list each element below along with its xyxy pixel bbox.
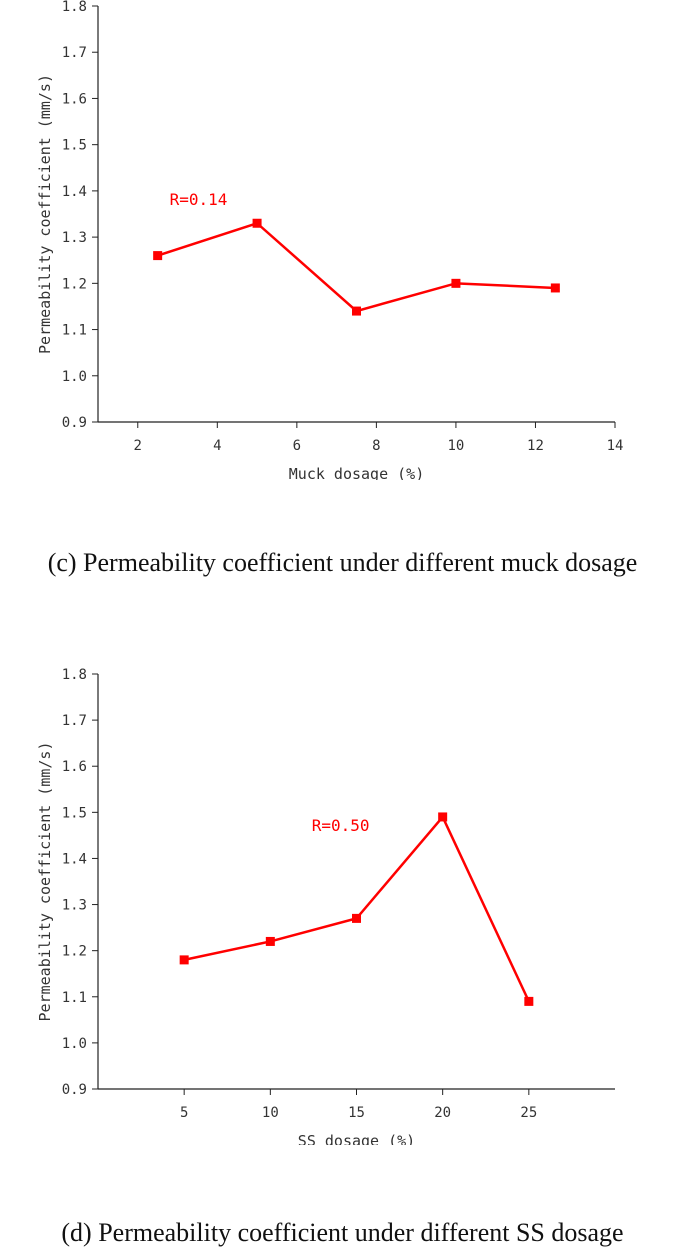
series-line: [183, 814, 530, 1002]
y-tick-label: 1.1: [62, 323, 87, 339]
x-tick-label: 5: [180, 1105, 188, 1121]
y-tick-label: 1.7: [62, 45, 87, 61]
y-tick-label: 0.9: [62, 415, 87, 431]
y-axis-title: Permeability coefficient (mm/s): [36, 742, 54, 1022]
y-tick-label: 1.1: [62, 990, 87, 1006]
r-annotation: R=0.14: [170, 190, 228, 209]
data-point: [438, 812, 448, 822]
x-axis-title: Muck dosage (%): [289, 465, 424, 480]
x-tick-label: 4: [213, 438, 221, 454]
y-tick-label: 1.7: [62, 713, 87, 729]
x-tick-label: 12: [527, 438, 544, 454]
y-tick-label: 1.5: [62, 805, 87, 821]
y-tick-label: 1.8: [62, 0, 87, 15]
x-tick-label: 6: [293, 438, 301, 454]
x-axis-title: SS dosage (%): [298, 1132, 415, 1145]
x-tick-label: 25: [520, 1105, 537, 1121]
data-point: [179, 955, 189, 965]
y-tick-label: 1.2: [62, 276, 87, 292]
y-tick-label: 1.3: [62, 230, 87, 246]
y-tick-label: 1.5: [62, 138, 87, 154]
y-tick-label: 1.6: [62, 759, 87, 775]
x-tick-label: 10: [262, 1105, 279, 1121]
data-point: [352, 913, 361, 923]
y-tick-label: 1.3: [62, 898, 87, 914]
x-tick-label: 14: [607, 438, 624, 454]
data-point: [352, 306, 361, 316]
caption-c: (c) Permeability coefficient under diffe…: [47, 548, 638, 577]
chart-panel-d: 0.9 1.0 1.1 1.2 1.3 1.4 1.5 1.6 1.7 1.8 5 10 15 20 25 S…: [0, 665, 685, 1145]
y-axis-title: Permeability coefficient (mm/s): [36, 74, 54, 354]
y-tick-label: 1.0: [62, 369, 87, 385]
data-point: [252, 218, 262, 228]
x-tick-label: 8: [372, 438, 380, 454]
y-tick-label: 1.6: [62, 91, 87, 107]
data-point: [265, 936, 275, 946]
chart-panel-c: 0.9 1.0 1.1 1.2 1.3 1.4 1.5 1.6 1.7 1.8 2 4 6 8 10 12 14…: [0, 0, 685, 480]
y-tick-label: 1.4: [62, 851, 87, 867]
chart-d: 0.9 1.0 1.1 1.2 1.3 1.4 1.5 1.6 1.7 1.8 5 10 15 20 25 S…: [36, 667, 615, 1145]
x-tick-label: 2: [134, 438, 142, 454]
series-line: [157, 221, 556, 313]
data-point: [153, 251, 163, 261]
data-point: [524, 996, 534, 1006]
caption-d: (d) Permeability coefficient under diffe…: [61, 1218, 624, 1247]
data-point: [451, 278, 461, 288]
y-tick-label: 0.9: [62, 1082, 87, 1098]
r-annotation: R=0.50: [312, 816, 370, 835]
y-tick-label: 1.4: [62, 184, 87, 200]
chart-c: 0.9 1.0 1.1 1.2 1.3 1.4 1.5 1.6 1.7 1.8 2 4 6 8 10 12 14…: [36, 0, 624, 480]
x-tick-label: 15: [348, 1105, 365, 1121]
y-tick-label: 1.2: [62, 944, 87, 960]
y-tick-label: 1.8: [62, 667, 87, 683]
y-tick-label: 1.0: [62, 1036, 87, 1052]
x-tick-label: 10: [447, 438, 464, 454]
data-point: [550, 283, 560, 293]
x-tick-label: 20: [434, 1105, 451, 1121]
